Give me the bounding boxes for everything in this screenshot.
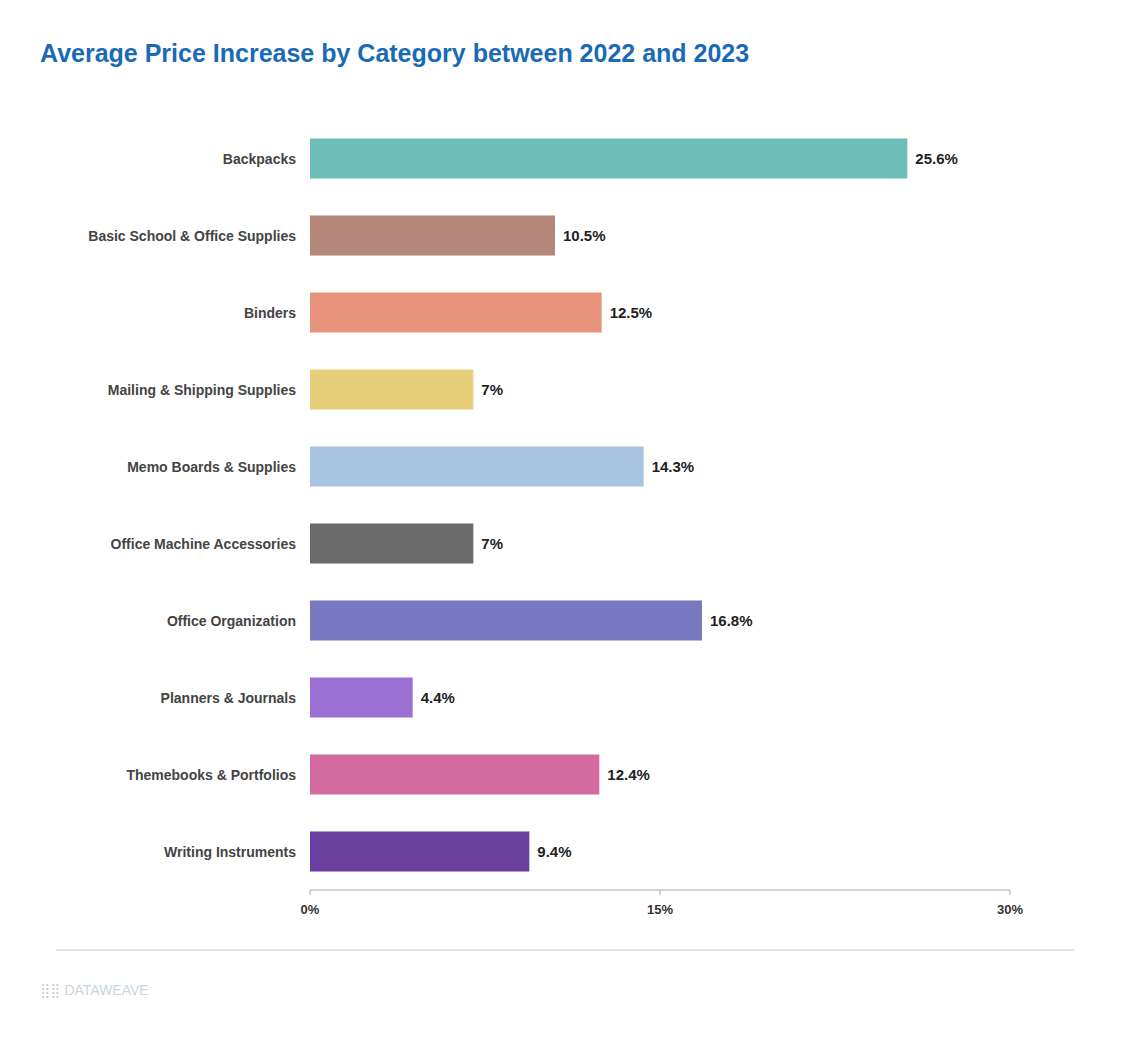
category-label: Basic School & Office Supplies <box>88 228 296 244</box>
bars <box>310 138 907 871</box>
category-label: Backpacks <box>223 151 296 167</box>
category-label: Office Machine Accessories <box>111 536 297 552</box>
data-label: 16.8% <box>710 612 753 629</box>
data-label: 9.4% <box>537 843 571 860</box>
data-label: 4.4% <box>421 689 455 706</box>
x-tick-label: 15% <box>647 902 673 917</box>
data-label: 7% <box>481 535 503 552</box>
bar <box>310 523 473 563</box>
x-tick <box>310 890 311 895</box>
x-tick-label: 30% <box>997 902 1023 917</box>
chart-svg: Average Price Increase by Category betwe… <box>0 0 1130 1048</box>
category-label: Memo Boards & Supplies <box>127 459 296 475</box>
bar <box>310 215 555 255</box>
data-label: 7% <box>481 381 503 398</box>
bar <box>310 600 702 640</box>
bar <box>310 446 644 486</box>
x-tick <box>1010 890 1011 895</box>
category-label: Themebooks & Portfolios <box>126 767 296 783</box>
data-label: 25.6% <box>915 150 958 167</box>
category-label: Writing Instruments <box>164 844 296 860</box>
data-label: 12.5% <box>610 304 653 321</box>
bar <box>310 369 473 409</box>
x-tick-label: 0% <box>301 902 320 917</box>
data-label: 12.4% <box>607 766 650 783</box>
bar <box>310 754 599 794</box>
chart-container: Average Price Increase by Category betwe… <box>0 0 1130 1048</box>
category-label: Mailing & Shipping Supplies <box>108 382 296 398</box>
watermark: ⣿⣿ DATAWEAVE <box>40 982 149 998</box>
chart-title: Average Price Increase by Category betwe… <box>40 39 749 67</box>
separator-line <box>56 950 1074 951</box>
category-label: Office Organization <box>167 613 296 629</box>
category-label: Planners & Journals <box>161 690 297 706</box>
bar <box>310 292 602 332</box>
bar <box>310 138 907 178</box>
x-tick <box>660 890 661 895</box>
data-label: 10.5% <box>563 227 606 244</box>
category-label: Binders <box>244 305 296 321</box>
data-label: 14.3% <box>652 458 695 475</box>
bar <box>310 677 413 717</box>
bar <box>310 831 529 871</box>
